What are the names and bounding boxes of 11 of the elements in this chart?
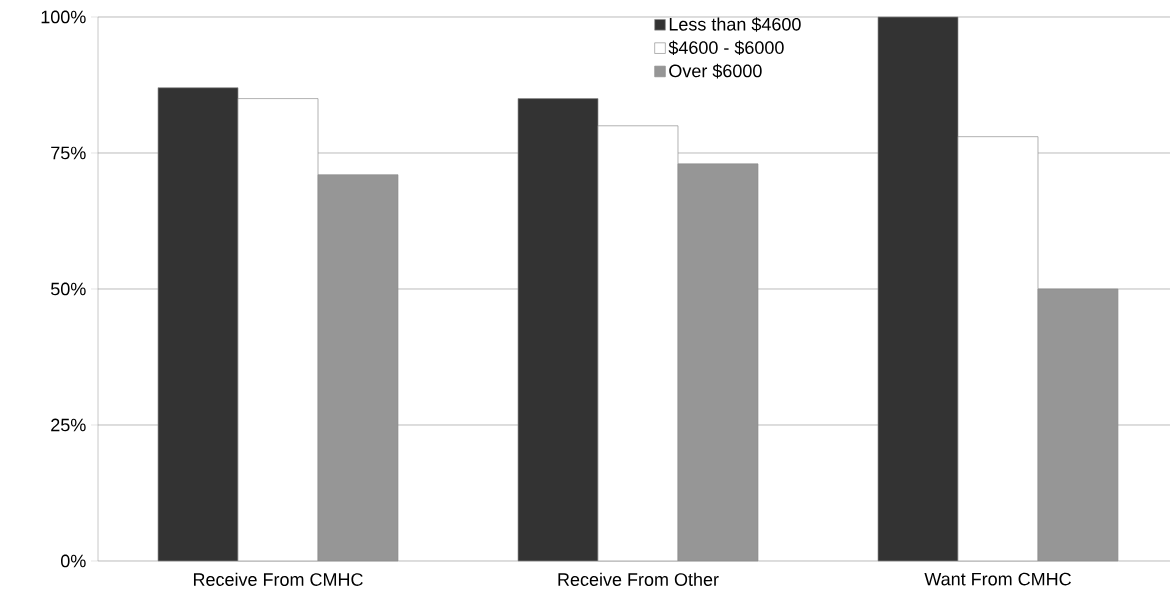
legend-label: $4600 - $6000 bbox=[668, 40, 784, 56]
y-tick-label: 25% bbox=[51, 418, 86, 432]
x-tick-label: Want From CMHC bbox=[924, 572, 1071, 586]
y-tick-label: 0% bbox=[61, 554, 86, 568]
x-tick-label: Receive From Other bbox=[558, 572, 719, 586]
y-tick-label: 75% bbox=[51, 146, 86, 160]
y-tick-label: 100% bbox=[41, 10, 86, 24]
legend-label: Less than $4600 bbox=[669, 17, 801, 32]
y-tick-label: 50% bbox=[50, 282, 86, 296]
x-tick-label: Receive From CMHC bbox=[193, 572, 363, 586]
legend-label: Over $6000 bbox=[669, 63, 762, 79]
